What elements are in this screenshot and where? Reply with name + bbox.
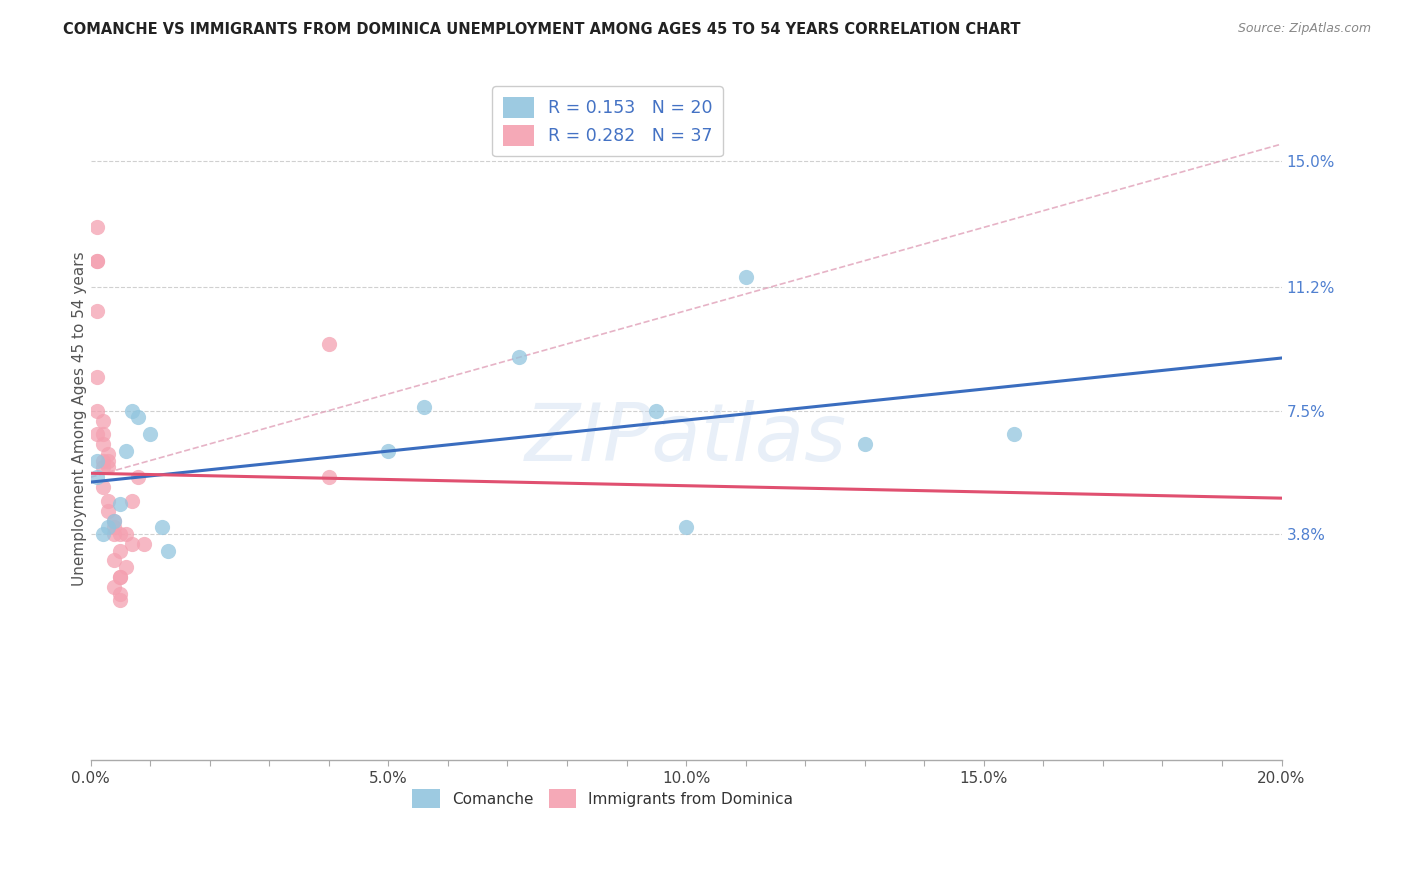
Point [91,480,114,494]
Point [318,337,340,351]
Point [91,526,114,541]
Point [139,426,162,441]
Point [103,514,125,528]
Point [121,537,143,551]
Point [115,443,138,458]
Point [1002,426,1025,441]
Point [853,437,876,451]
Point [86,453,108,467]
Point [97,460,120,475]
Point [103,520,125,534]
Point [86,470,108,484]
Point [103,553,125,567]
Point [97,453,120,467]
Legend: Comanche, Immigrants from Dominica: Comanche, Immigrants from Dominica [406,783,800,814]
Point [110,570,132,584]
Point [413,401,436,415]
Point [103,514,125,528]
Point [157,543,180,558]
Point [115,560,138,574]
Point [110,526,132,541]
Point [134,537,156,551]
Point [121,493,143,508]
Point [115,526,138,541]
Point [86,303,108,318]
Point [110,543,132,558]
Point [97,447,120,461]
Point [91,453,114,467]
Point [110,570,132,584]
Point [508,351,530,365]
Point [150,520,173,534]
Point [110,593,132,607]
Point [675,520,697,534]
Point [86,220,108,235]
Y-axis label: Unemployment Among Ages 45 to 54 years: Unemployment Among Ages 45 to 54 years [72,252,87,586]
Text: Source: ZipAtlas.com: Source: ZipAtlas.com [1237,22,1371,36]
Point [91,413,114,427]
Point [318,470,340,484]
Point [86,253,108,268]
Point [127,410,149,425]
Point [97,503,120,517]
Point [734,270,756,285]
Point [86,403,108,417]
Point [121,403,143,417]
Point [103,580,125,594]
Text: COMANCHE VS IMMIGRANTS FROM DOMINICA UNEMPLOYMENT AMONG AGES 45 TO 54 YEARS CORR: COMANCHE VS IMMIGRANTS FROM DOMINICA UNE… [63,22,1021,37]
Point [645,403,668,417]
Point [103,526,125,541]
Point [110,587,132,601]
Point [91,437,114,451]
Point [86,253,108,268]
Point [97,493,120,508]
Point [86,426,108,441]
Point [86,370,108,384]
Point [91,460,114,475]
Point [97,520,120,534]
Text: ZIPatlas: ZIPatlas [524,401,848,478]
Point [377,443,399,458]
Point [91,426,114,441]
Point [127,470,149,484]
Point [110,497,132,511]
